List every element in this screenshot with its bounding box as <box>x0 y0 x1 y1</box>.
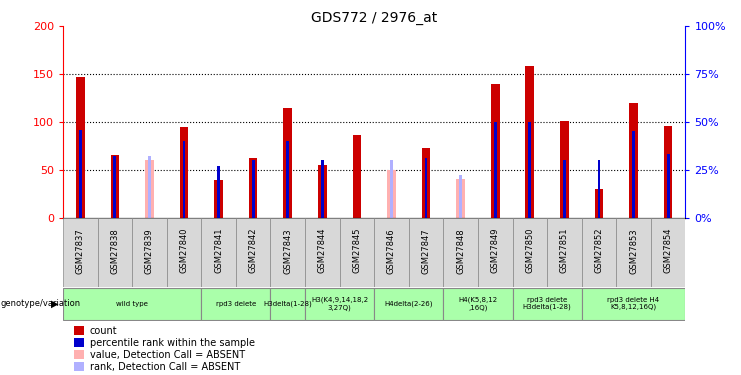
Bar <box>651 217 685 287</box>
Text: rank, Detection Call = ABSENT: rank, Detection Call = ABSENT <box>90 362 240 372</box>
Bar <box>214 180 223 218</box>
Text: value, Detection Call = ABSENT: value, Detection Call = ABSENT <box>90 350 245 360</box>
Bar <box>513 217 547 287</box>
Bar <box>63 217 98 287</box>
Bar <box>547 217 582 287</box>
Bar <box>664 126 673 218</box>
Bar <box>249 158 258 218</box>
Bar <box>148 156 151 218</box>
Bar <box>145 160 154 218</box>
Bar <box>318 165 327 218</box>
Bar <box>283 108 292 218</box>
Bar <box>374 217 409 287</box>
Bar <box>494 122 496 218</box>
Text: GSM27842: GSM27842 <box>249 228 258 273</box>
Bar <box>305 217 339 287</box>
Text: percentile rank within the sample: percentile rank within the sample <box>90 338 255 348</box>
Bar <box>110 155 119 218</box>
Bar <box>456 179 465 218</box>
Text: GSM27852: GSM27852 <box>594 228 603 273</box>
Text: GSM27843: GSM27843 <box>283 228 292 273</box>
Text: GSM27841: GSM27841 <box>214 228 223 273</box>
Text: rpd3 delete: rpd3 delete <box>216 301 256 307</box>
Text: rpd3 delete
H3delta(1-28): rpd3 delete H3delta(1-28) <box>522 297 571 310</box>
Bar <box>353 135 361 218</box>
Text: GSM27840: GSM27840 <box>179 228 188 273</box>
Text: H4delta(2-26): H4delta(2-26) <box>385 300 433 307</box>
Bar <box>597 160 600 218</box>
Bar <box>563 160 566 218</box>
Bar <box>387 170 396 217</box>
Bar <box>632 132 635 218</box>
Bar <box>270 217 305 287</box>
Bar <box>236 217 270 287</box>
Bar <box>202 217 236 287</box>
Text: GSM27850: GSM27850 <box>525 228 534 273</box>
Bar <box>582 217 617 287</box>
Text: H3delta(1-28): H3delta(1-28) <box>263 300 312 307</box>
Bar <box>513 288 582 320</box>
Bar <box>79 129 82 218</box>
Text: GSM27847: GSM27847 <box>422 228 431 273</box>
Text: GSM27851: GSM27851 <box>560 228 569 273</box>
Bar <box>422 148 431 217</box>
Bar <box>667 154 670 218</box>
Text: GSM27839: GSM27839 <box>145 228 154 273</box>
Bar <box>374 288 443 320</box>
Text: wild type: wild type <box>116 301 148 307</box>
Bar <box>594 189 603 217</box>
Text: count: count <box>90 326 117 336</box>
Text: GSM27845: GSM27845 <box>353 228 362 273</box>
Bar <box>202 288 270 320</box>
Bar <box>113 156 116 218</box>
Text: GSM27853: GSM27853 <box>629 228 638 273</box>
Bar <box>617 217 651 287</box>
Bar <box>629 103 638 218</box>
Text: GSM27846: GSM27846 <box>387 228 396 273</box>
Text: GSM27838: GSM27838 <box>110 228 119 274</box>
Bar <box>98 217 132 287</box>
Bar <box>582 288 685 320</box>
Bar <box>167 217 202 287</box>
Text: GSM27848: GSM27848 <box>456 228 465 273</box>
Bar <box>182 141 185 218</box>
Bar <box>491 84 499 218</box>
Text: ▶: ▶ <box>51 299 59 309</box>
Bar <box>425 158 428 218</box>
Text: rpd3 delete H4
K5,8,12,16Q): rpd3 delete H4 K5,8,12,16Q) <box>608 297 659 310</box>
Bar <box>409 217 443 287</box>
Text: genotype/variation: genotype/variation <box>1 299 81 308</box>
Text: GSM27849: GSM27849 <box>491 228 499 273</box>
Bar <box>560 121 569 218</box>
Bar <box>339 217 374 287</box>
Bar <box>179 127 188 218</box>
Bar <box>390 160 393 218</box>
Title: GDS772 / 2976_at: GDS772 / 2976_at <box>311 11 437 25</box>
Bar <box>270 288 305 320</box>
Bar <box>443 288 513 320</box>
Bar <box>443 217 478 287</box>
Bar <box>76 77 84 218</box>
Bar <box>321 160 324 218</box>
Text: H4(K5,8,12
,16Q): H4(K5,8,12 ,16Q) <box>459 297 497 311</box>
Bar <box>305 288 374 320</box>
Bar <box>132 217 167 287</box>
Text: GSM27837: GSM27837 <box>76 228 84 274</box>
Text: GSM27844: GSM27844 <box>318 228 327 273</box>
Bar <box>528 122 531 218</box>
Bar <box>525 66 534 218</box>
Bar <box>217 166 220 218</box>
Bar <box>478 217 513 287</box>
Bar <box>459 176 462 217</box>
Bar <box>63 288 202 320</box>
Bar <box>286 141 289 218</box>
Text: GSM27854: GSM27854 <box>664 228 673 273</box>
Text: H3(K4,9,14,18,2
3,27Q): H3(K4,9,14,18,2 3,27Q) <box>311 297 368 311</box>
Bar <box>252 160 255 218</box>
